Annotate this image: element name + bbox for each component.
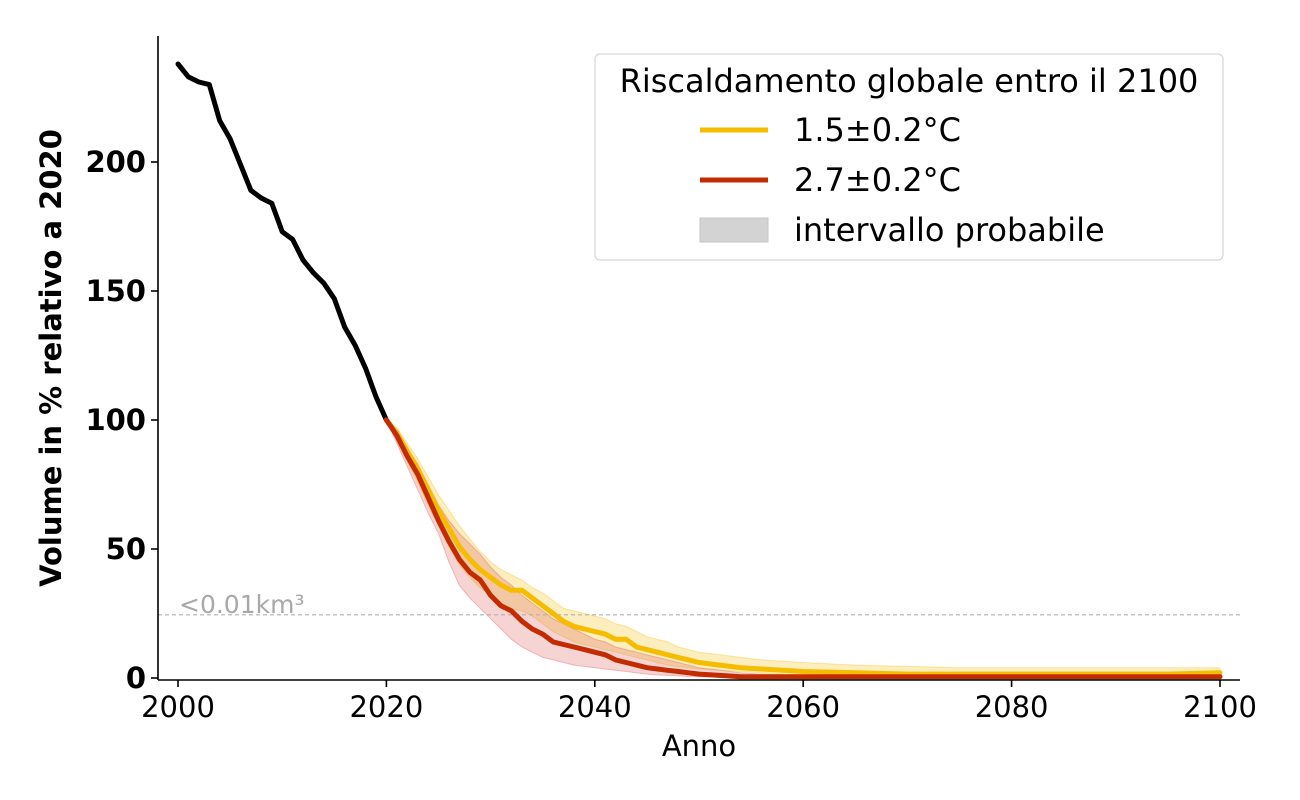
axes: 2000 2020 2040 2060 2080 2100 0 50 100 150 200 Anno… (34, 36, 1257, 763)
legend-label-range: intervallo probabile (794, 211, 1105, 249)
y-tick-label: 0 (126, 661, 146, 695)
y-tick-label: 50 (106, 532, 146, 566)
x-tick-label: 2040 (558, 690, 632, 724)
x-tick-label: 2060 (766, 690, 840, 724)
legend-label-2: 2.7±0.2°C (794, 161, 961, 199)
x-tick-label: 2020 (349, 690, 423, 724)
y-tick-label: 100 (85, 403, 146, 437)
band-series-2 (385, 419, 1221, 678)
legend-swatch-range (699, 217, 769, 243)
legend-title: Riscaldamento globale entro il 2100 (620, 62, 1199, 100)
threshold-layer: <0.01km³ (158, 590, 1240, 619)
y-axis-label: Volume in % relativo a 2020 (34, 129, 68, 587)
series-lines (175, 61, 1223, 680)
legend-box (594, 53, 1224, 261)
series-line-2 (383, 417, 1223, 680)
x-tick-label: 2100 (1183, 690, 1257, 724)
x-axis-label: Anno (662, 729, 736, 763)
y-tick-label: 200 (85, 145, 146, 179)
series-line-1 (383, 417, 1223, 677)
legend: Riscaldamento globale entro il 2100 1.5±0… (594, 53, 1224, 261)
y-tick-label: 150 (85, 274, 146, 308)
legend-label-1: 1.5±0.2°C (794, 111, 961, 149)
threshold-label: <0.01km³ (179, 590, 304, 619)
x-tick-label: 2000 (141, 690, 215, 724)
historical-line (175, 61, 389, 423)
uncertainty-bands (385, 419, 1221, 678)
x-tick-label: 2080 (975, 690, 1049, 724)
